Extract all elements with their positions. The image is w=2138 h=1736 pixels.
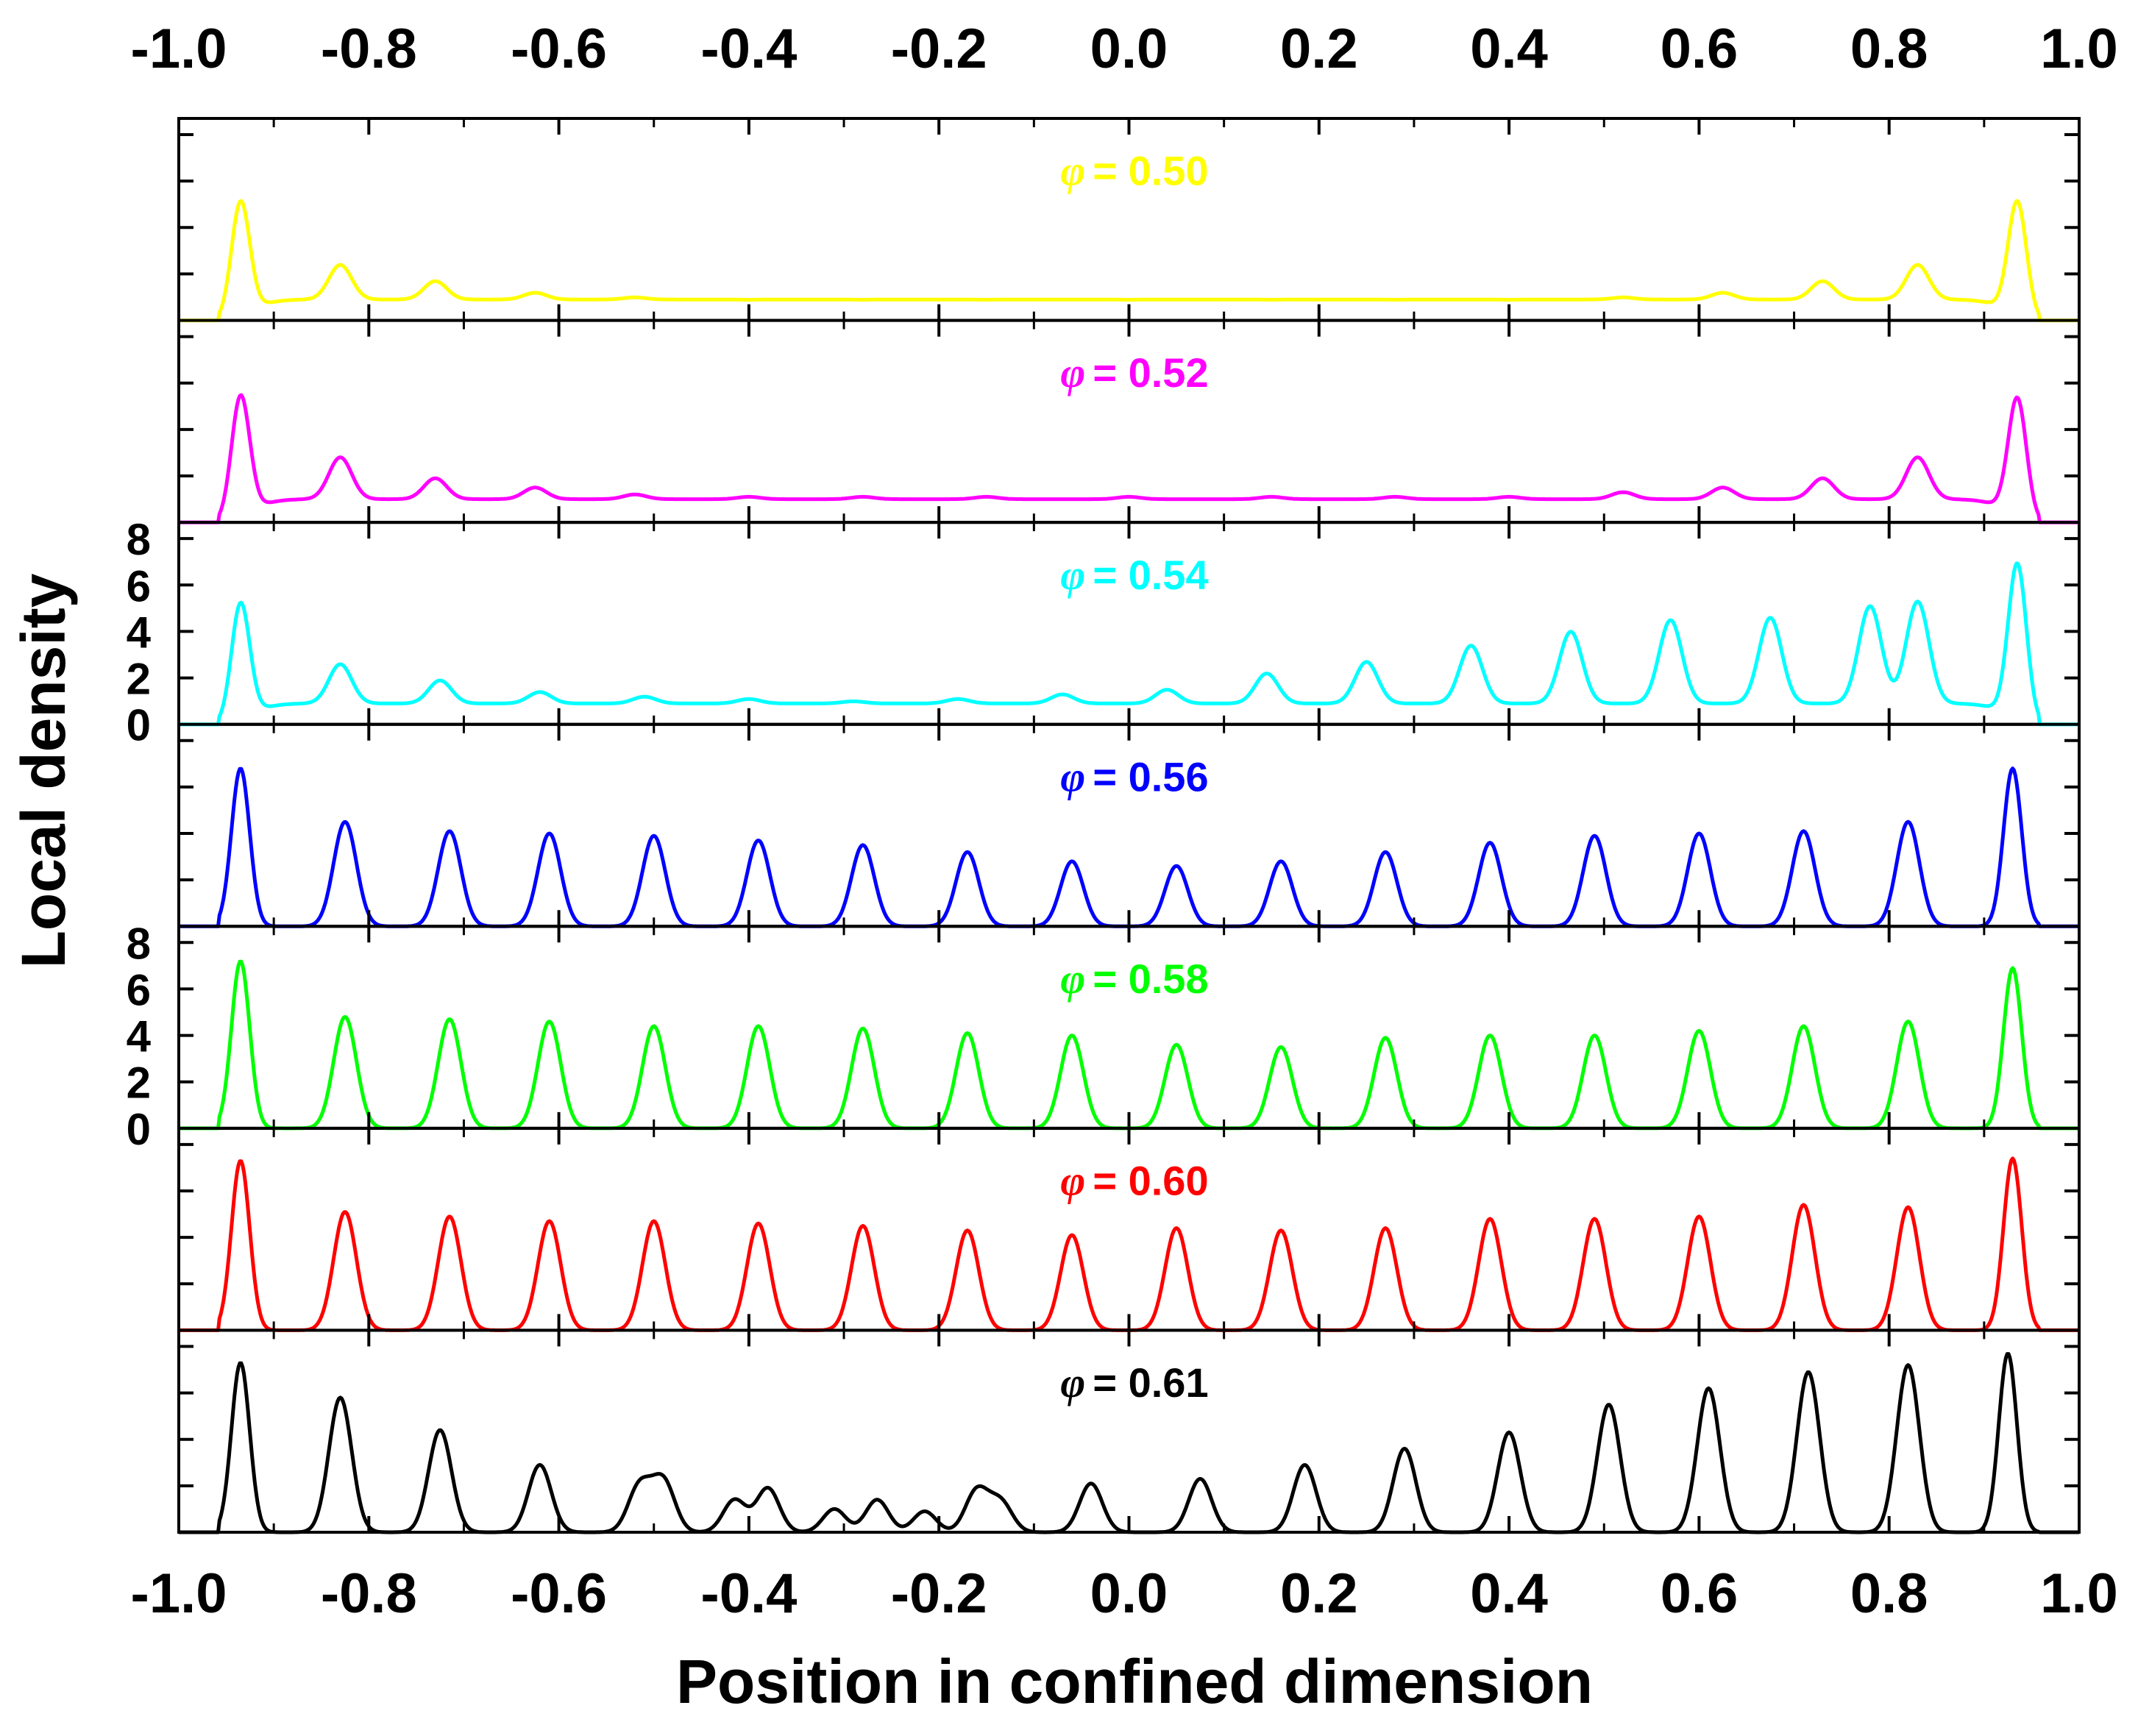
phi-symbol: φ — [1060, 1359, 1085, 1406]
panel-4: φ = 0.58 — [177, 925, 2081, 1131]
x-tick-label: 0.0 — [1090, 18, 1168, 80]
x-tick-label: 0.2 — [1280, 1562, 1358, 1625]
phi-value: = 0.50 — [1093, 148, 1208, 194]
x-tick-label: -0.4 — [700, 18, 797, 80]
x-tick-label: 1.0 — [2040, 1562, 2118, 1625]
phi-symbol: φ — [1060, 147, 1085, 195]
y-tick-label: 8 — [127, 515, 151, 564]
x-tick-label: -1.0 — [131, 18, 227, 80]
x-tick-label: 0.2 — [1280, 18, 1358, 80]
panels-group: φ = 0.50φ = 0.52φ = 0.54φ = 0.56φ = 0.58φ = 0.… — [177, 117, 2081, 1534]
phi-value: = 0.56 — [1093, 753, 1208, 800]
phi-label: φ = 0.58 — [1060, 955, 1208, 1003]
x-tick-label: 0.4 — [1470, 18, 1548, 80]
x-tick-label: -0.6 — [511, 18, 607, 80]
y-tick-label: 6 — [127, 561, 151, 611]
top-x-tick-labels: -1.0 -0.8 -0.6 -0.4 -0.2 0.0 0.2 0.4 0.6 0.8 1.0 — [131, 18, 2118, 80]
x-tick-label: -0.4 — [700, 1562, 797, 1625]
x-tick-label: -1.0 — [131, 1562, 227, 1625]
y-tick-label: 0 — [127, 701, 151, 750]
x-tick-label: 0.0 — [1090, 1562, 1168, 1625]
x-tick-label: -0.8 — [321, 1562, 417, 1625]
y-tick-label: 2 — [127, 655, 151, 704]
phi-value: = 0.60 — [1093, 1157, 1208, 1203]
y-tick-label: 4 — [127, 1012, 152, 1061]
y-tick-label: 8 — [127, 919, 151, 968]
phi-value: = 0.54 — [1093, 552, 1208, 598]
phi-value: = 0.58 — [1093, 956, 1208, 1002]
panel-1: φ = 0.52 — [177, 319, 2081, 524]
density-curve — [178, 393, 2080, 524]
phi-symbol: φ — [1060, 349, 1085, 396]
phi-symbol: φ — [1060, 1156, 1085, 1204]
x-tick-label: 0.6 — [1661, 1562, 1739, 1625]
x-tick-label: -0.2 — [891, 1562, 987, 1625]
panel-2: φ = 0.54 — [177, 521, 2081, 727]
x-tick-label: 1.0 — [2040, 18, 2118, 80]
panel-6: φ = 0.61 — [177, 1328, 2081, 1534]
phi-label: φ = 0.61 — [1060, 1359, 1208, 1406]
density-curve — [178, 199, 2080, 323]
phi-value: = 0.52 — [1093, 349, 1208, 396]
phi-label: φ = 0.52 — [1060, 349, 1208, 396]
phi-label: φ = 0.54 — [1060, 551, 1208, 599]
panel-0: φ = 0.50 — [177, 117, 2081, 323]
y-axis-title: Local density — [9, 573, 78, 968]
x-axis-title: Position in confined dimension — [676, 1647, 1593, 1716]
y-tick-label: 6 — [127, 965, 151, 1014]
x-tick-label: 0.4 — [1470, 1562, 1548, 1625]
x-tick-label: 0.6 — [1661, 18, 1739, 80]
panel-3: φ = 0.56 — [177, 722, 2081, 928]
phi-symbol: φ — [1060, 551, 1085, 599]
y-tick-label: 0 — [127, 1105, 151, 1154]
x-tick-label: 0.8 — [1850, 1562, 1928, 1625]
y-tick-label: 2 — [127, 1059, 151, 1108]
x-tick-label: -0.6 — [511, 1562, 607, 1625]
phi-symbol: φ — [1060, 955, 1085, 1003]
x-tick-label: -0.2 — [891, 18, 987, 80]
phi-value: = 0.61 — [1093, 1359, 1208, 1406]
x-tick-label: -0.8 — [321, 18, 417, 80]
phi-label: φ = 0.56 — [1060, 753, 1208, 800]
density-curve — [178, 561, 2080, 727]
y-tick-label: 4 — [127, 608, 152, 657]
phi-symbol: φ — [1060, 753, 1085, 800]
panel-5: φ = 0.60 — [177, 1126, 2081, 1332]
bottom-x-tick-labels: -1.0 -0.8 -0.6 -0.4 -0.2 0.0 0.2 0.4 0.6 0.8 1.0 — [131, 1562, 2118, 1625]
phi-label: φ = 0.60 — [1060, 1156, 1208, 1204]
x-tick-label: 0.8 — [1850, 18, 1928, 80]
phi-label: φ = 0.50 — [1060, 147, 1208, 195]
